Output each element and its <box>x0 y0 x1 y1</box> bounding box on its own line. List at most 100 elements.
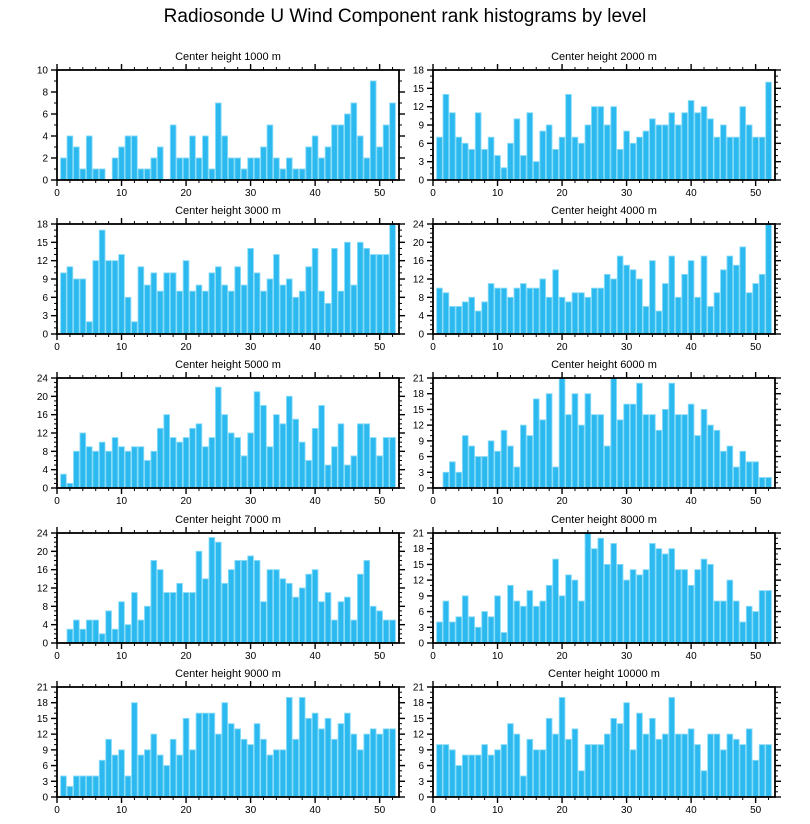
histogram-bar <box>318 290 325 335</box>
histogram-bar <box>674 414 682 489</box>
y-tick-label: 10 <box>37 66 49 77</box>
histogram-bar <box>507 296 514 335</box>
subplot-title: Center height 1000 m <box>175 51 281 63</box>
x-tick-label: 50 <box>374 651 386 662</box>
histogram-bar <box>449 461 456 489</box>
histogram-bar <box>363 560 371 644</box>
histogram-bar <box>474 754 482 798</box>
histogram-bar <box>732 264 740 335</box>
x-tick-label: 30 <box>621 805 633 816</box>
y-tick-label: 16 <box>413 256 425 267</box>
y-tick-label: 0 <box>42 330 48 341</box>
histogram-bar <box>629 269 637 335</box>
y-tick-label: 18 <box>37 220 49 231</box>
histogram-bar <box>98 633 106 644</box>
histogram-bar <box>487 616 495 644</box>
histogram-bar <box>298 587 306 644</box>
histogram-bar <box>571 579 579 644</box>
histogram-bar <box>623 130 630 181</box>
histogram-bar <box>215 102 222 181</box>
histogram-bar <box>356 423 364 489</box>
histogram-bar <box>331 446 338 489</box>
histogram-bar <box>545 584 553 644</box>
y-tick-label: 4 <box>418 311 424 322</box>
x-tick-label: 40 <box>310 496 322 507</box>
histogram-bar <box>182 717 190 798</box>
histogram-bar <box>85 321 93 335</box>
subplot-title: Center height 3000 m <box>175 205 281 217</box>
histogram-bar <box>356 749 364 798</box>
histogram-bar <box>694 112 701 181</box>
histogram-bar <box>591 744 598 798</box>
histogram-bar <box>571 136 579 181</box>
histogram-bar <box>208 168 216 181</box>
histogram-bar <box>331 124 338 181</box>
plot-frame <box>432 69 776 181</box>
histogram-bar <box>208 437 216 489</box>
x-tick-label: 30 <box>245 496 257 507</box>
histogram-bar <box>739 621 747 644</box>
histogram-bar <box>558 136 566 181</box>
y-tick-label: 4 <box>42 132 48 143</box>
histogram-bar <box>674 733 682 798</box>
histogram-bar <box>571 728 579 798</box>
histogram-bar <box>545 393 553 489</box>
histogram-bar <box>539 419 546 489</box>
histogram-bar <box>558 697 566 798</box>
y-tick-label: 9 <box>418 436 424 447</box>
histogram-bar <box>350 619 358 644</box>
y-tick-label: 0 <box>42 639 48 650</box>
x-tick-label: 0 <box>54 496 60 507</box>
histogram-bar <box>227 432 235 489</box>
histogram-bar <box>442 471 450 489</box>
histogram-bar <box>176 290 183 335</box>
histogram-bar <box>221 582 229 644</box>
histogram-bar <box>286 157 293 181</box>
histogram-bar <box>298 168 306 181</box>
histogram-bar <box>324 592 332 644</box>
histogram-bar <box>668 112 676 181</box>
x-tick-label: 10 <box>492 342 504 353</box>
histogram-bar <box>629 403 637 489</box>
plot-frame <box>432 686 776 798</box>
y-tick-label: 18 <box>413 544 425 555</box>
histogram-bar <box>513 118 521 181</box>
histogram-bar <box>616 419 624 489</box>
histogram-bar <box>700 408 708 489</box>
histogram-bar <box>455 765 463 798</box>
x-tick-label: 30 <box>621 651 633 662</box>
histogram-bar <box>376 254 383 335</box>
histogram-bar <box>713 429 721 489</box>
x-tick-label: 30 <box>245 651 257 662</box>
histogram-bar <box>156 146 164 181</box>
histogram-bar <box>707 118 714 181</box>
y-tick-label: 0 <box>418 484 424 495</box>
histogram-bar <box>182 437 190 489</box>
histogram-bar <box>292 596 300 644</box>
histogram-bar <box>700 255 708 335</box>
histogram-bar <box>558 296 566 335</box>
x-tick-label: 20 <box>180 496 192 507</box>
histogram-bar <box>662 124 669 181</box>
subplot-title: Center height 5000 m <box>175 359 281 371</box>
histogram-bar <box>118 749 125 798</box>
histogram-bar <box>98 229 106 335</box>
histogram-bar <box>629 569 637 644</box>
histogram-bar <box>356 573 364 644</box>
x-tick-label: 50 <box>374 342 386 353</box>
histogram-bar <box>66 266 74 335</box>
histogram-bar <box>111 157 119 181</box>
histogram-bar <box>461 142 469 181</box>
x-tick-label: 10 <box>492 496 504 507</box>
histogram-bar <box>92 450 100 489</box>
histogram-bar <box>240 284 248 335</box>
histogram-bar <box>758 273 766 335</box>
histogram-bar <box>610 278 617 335</box>
y-tick-label: 9 <box>418 745 424 756</box>
y-tick-label: 6 <box>42 110 48 121</box>
histogram-bar <box>539 749 546 798</box>
histogram-bar <box>455 471 463 489</box>
y-tick-label: 24 <box>413 220 425 231</box>
histogram-bar <box>745 728 753 798</box>
histogram-bar <box>507 584 514 644</box>
